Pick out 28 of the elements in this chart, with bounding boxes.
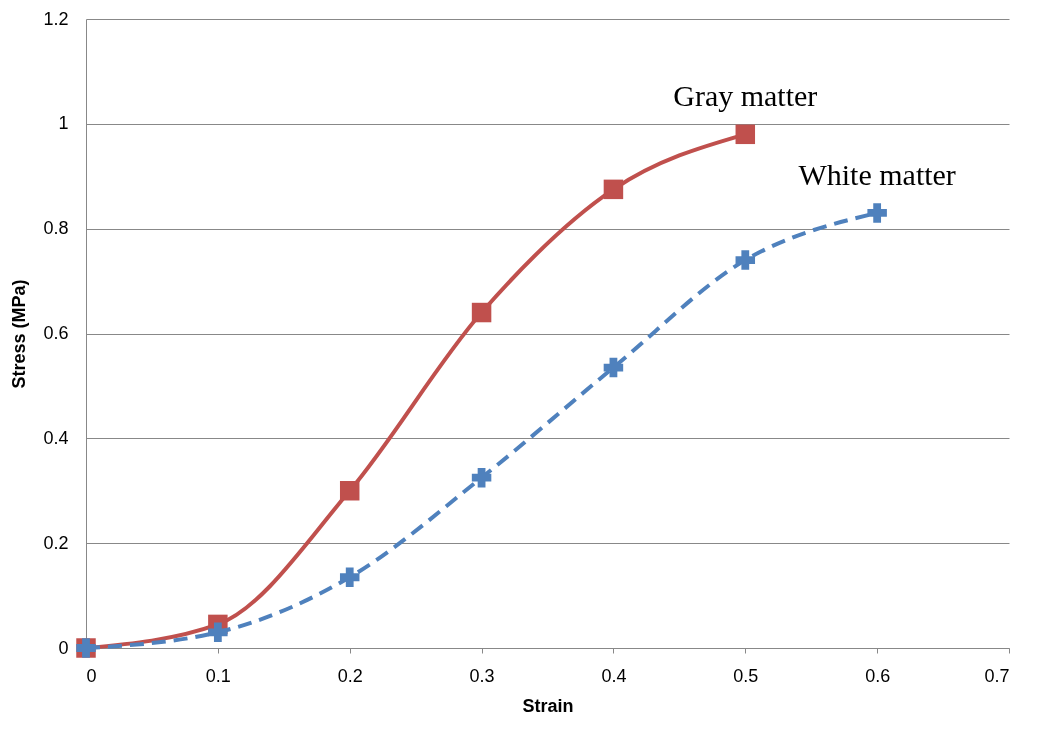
x-axis-title: Strain <box>522 695 574 716</box>
point <box>471 467 492 488</box>
x-tick-label: 0.7 <box>984 665 1010 686</box>
y-tick-label: 0.6 <box>43 323 69 343</box>
x-tick-label: 0.6 <box>865 665 891 686</box>
x-tick-label: 0.5 <box>733 665 759 686</box>
point <box>339 481 360 501</box>
y-tick-label: 0 <box>58 637 69 658</box>
y-tick-label: 1.2 <box>43 8 69 29</box>
point <box>735 124 756 145</box>
y-tick-label: 0.8 <box>43 218 69 239</box>
x-tick-label: 0 <box>86 665 97 686</box>
point <box>339 567 360 587</box>
point <box>867 203 887 223</box>
point <box>735 250 756 270</box>
x-tick-label: 0.2 <box>337 665 363 686</box>
point <box>471 302 492 323</box>
point <box>208 622 228 643</box>
y-tick-label: 1 <box>58 113 69 134</box>
x-tick-label: 0.4 <box>601 665 627 686</box>
series-label: Gray matter <box>673 79 818 113</box>
point <box>603 179 624 200</box>
y-tick-label: 0.2 <box>43 532 69 553</box>
x-tick-label: 0.3 <box>469 665 495 686</box>
y-tick-label: 0.4 <box>43 427 69 448</box>
series-label: White matter <box>798 157 956 191</box>
y-axis-title: Stress (MPa) <box>9 279 30 389</box>
x-tick-label: 0.1 <box>205 665 231 686</box>
